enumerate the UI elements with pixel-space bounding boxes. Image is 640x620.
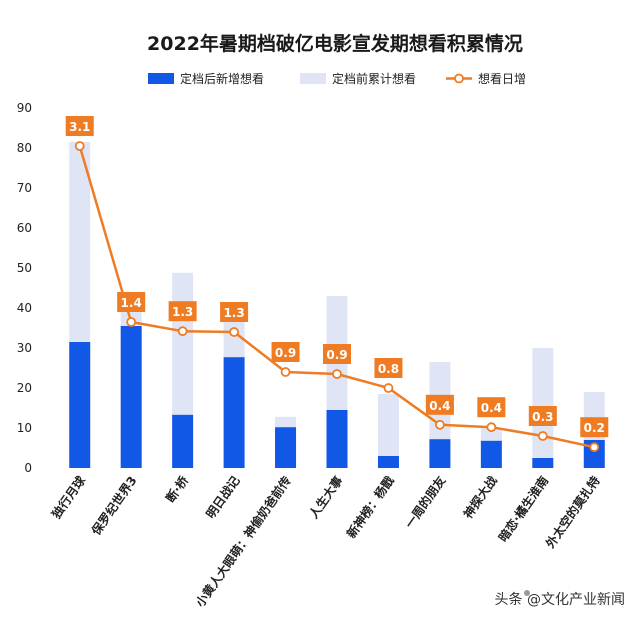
line-point [537, 431, 548, 441]
line-point [435, 419, 445, 430]
watermark: 头条 @文化产业新闻 [495, 590, 625, 608]
x-tick-label: 人生大事 [306, 473, 346, 521]
data-label-box [168, 301, 197, 322]
x-tick-label: 一周的朋友 [402, 473, 449, 531]
y-tick-label: 40 [17, 301, 32, 315]
y-tick-label: 50 [17, 261, 32, 275]
data-label: 3.1 [69, 120, 90, 134]
y-tick-label: 80 [17, 141, 32, 155]
legend-label: 想看日增 [478, 71, 526, 86]
bar-pre-release [223, 320, 245, 358]
legend-swatch [300, 73, 326, 84]
line-point [126, 317, 137, 327]
data-label: 0.2 [584, 421, 605, 435]
data-label-box [374, 358, 403, 378]
y-tick-label: 90 [17, 101, 32, 115]
bar-post-release [120, 326, 142, 468]
bar-post-release [377, 456, 399, 468]
data-label: 1.3 [223, 306, 244, 320]
x-tick-label: 新神榜：杨戬 [343, 473, 397, 541]
bar-pre-release [532, 348, 554, 458]
data-label: 1.4 [121, 296, 142, 310]
y-axis: 0 10 20 30 40 50 60 70 80 90 [17, 101, 32, 475]
data-label-box [580, 417, 609, 438]
bar-post-release [326, 410, 348, 468]
data-label-box [220, 302, 249, 322]
data-label: 0.8 [378, 362, 399, 376]
bar-pre-release [377, 394, 399, 456]
data-label: 1.3 [172, 305, 193, 319]
line-point [589, 442, 600, 453]
x-tick-label: 独行月球 [48, 472, 89, 522]
data-label: 0.4 [429, 399, 450, 413]
bar-post-release [480, 440, 502, 468]
watermark-text: 头条 @文化产业新闻 [495, 591, 625, 608]
bar-pre-release [275, 416, 297, 428]
data-label-box [425, 394, 454, 415]
data-label-box [65, 116, 94, 136]
x-tick-label: 小黄人大眼萌：神偷奶爸前传 [192, 473, 294, 609]
data-label: 0.9 [326, 348, 347, 362]
line-point [383, 383, 394, 393]
y-tick-label: 70 [17, 181, 32, 195]
legend-swatch-marker [454, 73, 464, 84]
x-tick-label: 外太空的莫扎特 [542, 473, 602, 550]
data-label-box [271, 342, 300, 362]
bar-pre-release [172, 272, 194, 415]
data-label: 0.4 [481, 401, 502, 415]
line-point [486, 422, 497, 433]
bar-post-release [172, 414, 194, 468]
x-tick-label: 断·桥 [162, 472, 191, 505]
y-tick-label: 20 [17, 381, 32, 395]
data-label: 0.3 [532, 410, 553, 424]
data-label-box [323, 344, 351, 364]
bars [69, 142, 605, 468]
y-tick-label: 30 [17, 341, 32, 355]
line-point [280, 367, 291, 377]
bar-pre-release [69, 142, 91, 342]
legend-swatch [148, 73, 174, 84]
data-label-box [477, 397, 506, 418]
data-label: 0.9 [275, 346, 296, 360]
bar-post-release [223, 357, 245, 468]
legend-label: 定档前累计想看 [332, 71, 416, 86]
x-tick-label: 明日战记 [203, 473, 243, 521]
legend: 定档后新增想看 定档前累计想看 想看日增 [148, 71, 526, 86]
bar-pre-release [480, 428, 502, 441]
bar-post-release [69, 342, 91, 468]
bar-post-release [532, 458, 554, 468]
bar-post-release [275, 427, 297, 468]
line-series: 3.1 1.4 1.3 1.3 0.9 0.9 0.8 0.4 0.4 0.3 0.2 [65, 116, 609, 453]
legend-label: 定档后新增想看 [180, 71, 264, 86]
chart-title: 2022年暑期档破亿电影宣发期想看积累情况 [147, 32, 523, 55]
watermark-icon [524, 590, 530, 596]
y-tick-label: 60 [17, 221, 32, 235]
y-tick-label: 0 [24, 461, 32, 475]
x-tick-label: 神探大战 [460, 473, 500, 521]
data-label-box [528, 406, 557, 426]
line-point [74, 141, 85, 151]
data-label-box [117, 292, 146, 312]
line-point [229, 327, 239, 337]
line-point [177, 326, 188, 337]
y-tick-label: 10 [17, 421, 32, 435]
bar-post-release [429, 439, 451, 468]
x-tick-label: 暗恋·橘生淮南 [495, 473, 551, 544]
x-tick-label: 保罗纪世界3 [88, 473, 140, 538]
line-point [332, 369, 342, 379]
